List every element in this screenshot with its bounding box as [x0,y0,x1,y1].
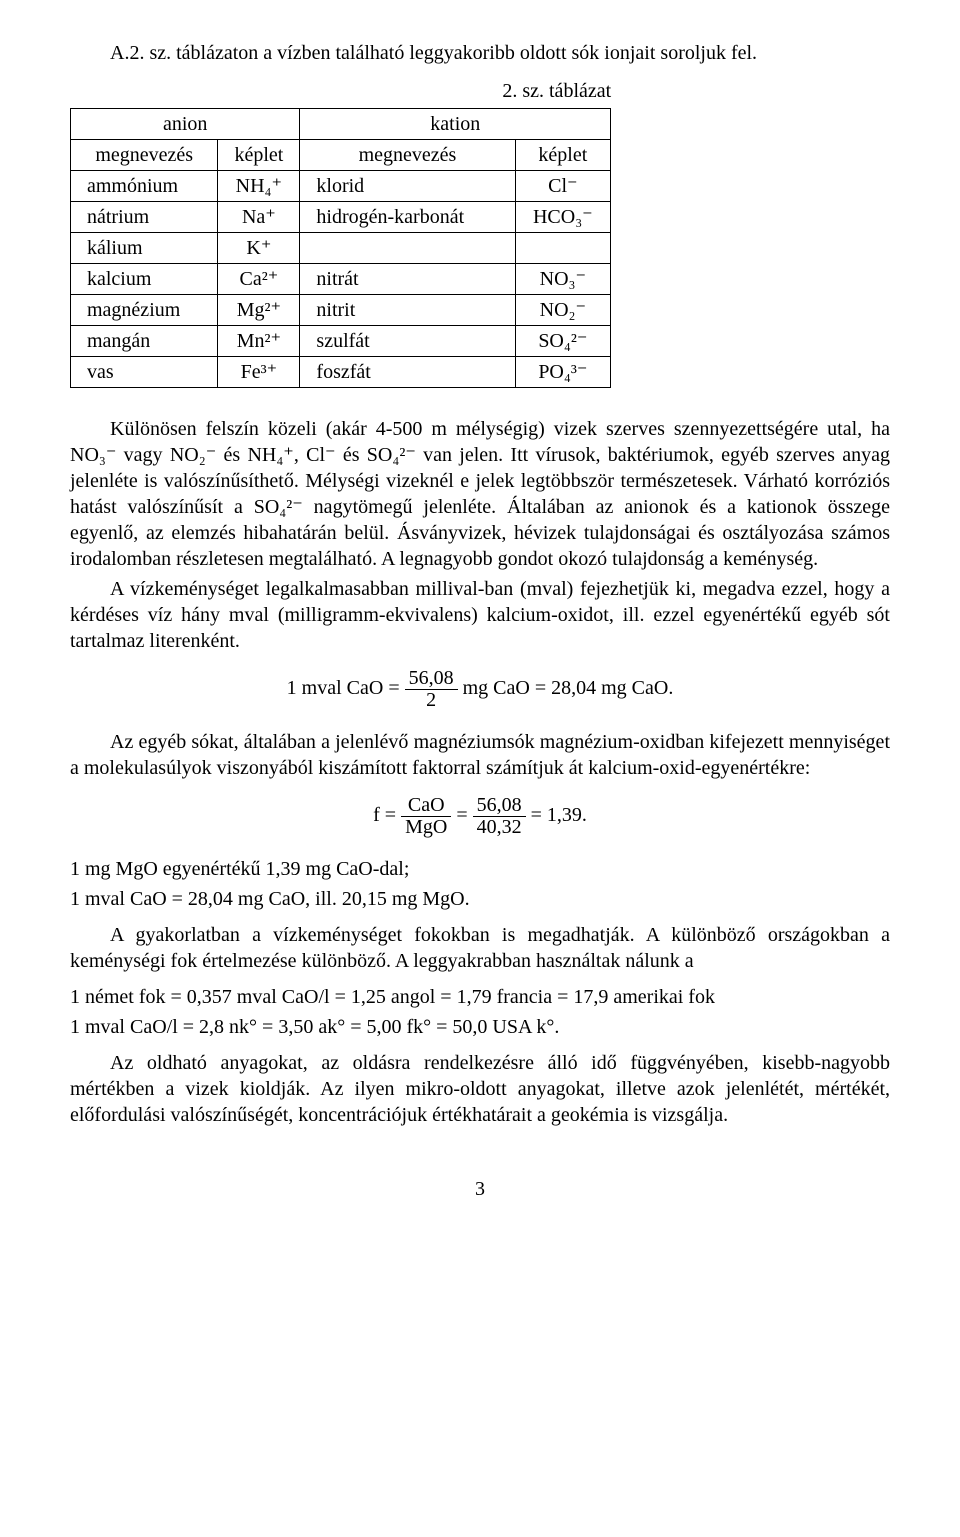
eq2-pre: f = [373,804,396,826]
col-anion-form: képlet [218,140,300,171]
table-caption: 2. sz. táblázat [70,78,611,104]
paragraph-7: Az oldható anyagokat, az oldásra rendelk… [70,1050,890,1128]
paragraph-4a: 1 mg MgO egyenértékű 1,39 mg CaO-dal; [70,856,890,882]
eq1-lhs: 1 mval CaO = [287,677,400,699]
group-kation: kation [300,109,611,140]
paragraph-3: Az egyéb sókat, általában a jelenlévő ma… [70,729,890,781]
table-row: kalcium Ca²⁺ nitrát NO₃⁻ [71,264,611,295]
eq2-mid: = [456,804,472,826]
table-row: mangán Mn²⁺ szulfát SO₄²⁻ [71,326,611,357]
eq1-fraction: 56,08 2 [405,668,458,711]
col-anion-name: megnevezés [71,140,218,171]
table-row: ammónium NH₄⁺ klorid Cl⁻ [71,171,611,202]
paragraph-6b: 1 mval CaO/l = 2,8 nk° = 3,50 ak° = 5,00… [70,1014,890,1040]
equation-1: 1 mval CaO = 56,08 2 mg CaO = 28,04 mg C… [70,668,890,711]
ion-table: anion kation megnevezés képlet megnevezé… [70,108,611,388]
table-row: vas Fe³⁺ foszfát PO₄³⁻ [71,357,611,388]
table-row: magnézium Mg²⁺ nitrit NO₂⁻ [71,295,611,326]
paragraph-1: Különösen felszín közeli (akár 4-500 m m… [70,416,890,572]
paragraph-6a: 1 német fok = 0,357 mval CaO/l = 1,25 an… [70,984,890,1010]
page-number: 3 [70,1176,890,1202]
col-kation-name: megnevezés [300,140,515,171]
table-row: nátrium Na⁺ hidrogén-karbonát HCO₃⁻ [71,202,611,233]
col-kation-form: képlet [515,140,611,171]
eq2-post: = 1,39. [531,804,587,826]
eq2-frac-1: CaO MgO [401,795,451,838]
paragraph-4b: 1 mval CaO = 28,04 mg CaO, ill. 20,15 mg… [70,886,890,912]
equation-2: f = CaO MgO = 56,08 40,32 = 1,39. [70,795,890,838]
paragraph-2: A vízkeménységet legalkalmasabban milliv… [70,576,890,654]
eq1-rhs: mg CaO = 28,04 mg CaO. [463,677,674,699]
table-row: kálium K⁺ [71,233,611,264]
intro-line: A.2. sz. táblázaton a vízben található l… [70,40,890,66]
group-anion: anion [71,109,300,140]
eq2-frac-2: 56,08 40,32 [473,795,526,838]
paragraph-5: A gyakorlatban a vízkeménységet fokokban… [70,922,890,974]
